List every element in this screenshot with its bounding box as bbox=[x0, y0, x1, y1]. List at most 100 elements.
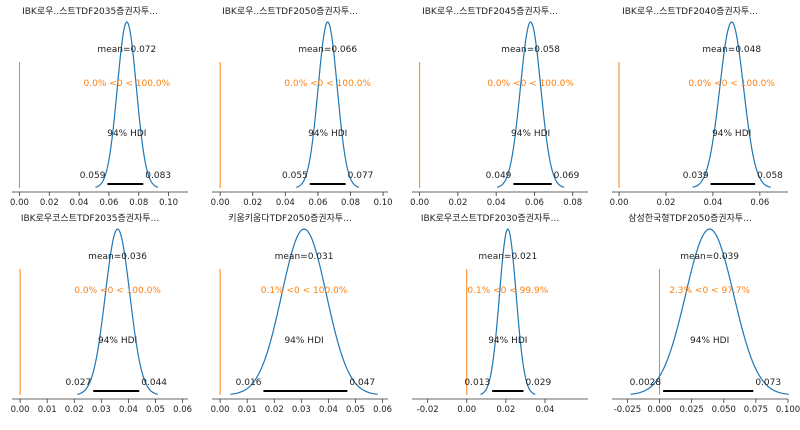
hdi-low-label: 0.055 bbox=[282, 171, 308, 181]
density-curve bbox=[95, 21, 159, 188]
panel-title: IBK로우..스트TDF2040증권자투... bbox=[622, 5, 758, 17]
posterior-panel: IBK로우..스트TDF2035증권자투... mean=0.072 0.0% <0… bbox=[10, 5, 188, 208]
x-tick-label: 0.05 bbox=[146, 405, 165, 415]
mean-label: mean=0.039 bbox=[680, 252, 739, 262]
mean-label: mean=0.031 bbox=[275, 252, 334, 262]
posterior-panel: IBK로우코스트TDF2030증권자투... mean=0.021 0.1% <0 … bbox=[412, 212, 588, 415]
x-tick-label: 0.04 bbox=[119, 405, 138, 415]
x-tick-label: 0.10 bbox=[159, 198, 178, 208]
hdi-low-label: 0.016 bbox=[236, 378, 262, 388]
reference-probability-label: 0.1% <0 < 99.9% bbox=[467, 286, 548, 296]
x-tick-label: 0.06 bbox=[750, 198, 769, 208]
hdi-label: 94% HDI bbox=[488, 336, 527, 346]
posterior-panel: IBK로우..스트TDF2040증권자투... mean=0.048 0.0% <0… bbox=[610, 5, 788, 208]
x-tick-label: 0.04 bbox=[536, 405, 555, 415]
x-tick-label: 0.06 bbox=[525, 198, 544, 208]
x-tick-label: 0.00 bbox=[211, 405, 230, 415]
x-tick-label: 0.02 bbox=[243, 198, 262, 208]
mean-label: mean=0.058 bbox=[501, 45, 560, 55]
reference-probability-label: 0.0% <0 < 100.0% bbox=[487, 79, 574, 89]
hdi-high-label: 0.029 bbox=[525, 378, 551, 388]
x-tick-label: 0.08 bbox=[341, 198, 360, 208]
x-tick-label: 0.06 bbox=[173, 405, 192, 415]
posterior-panel: IBK로우코스트TDF2035증권자투... mean=0.036 0.0% <0 … bbox=[11, 212, 192, 415]
hdi-label: 94% HDI bbox=[98, 336, 137, 346]
hdi-low-label: 0.049 bbox=[486, 171, 512, 181]
density-curve bbox=[77, 228, 159, 395]
density-curve bbox=[692, 21, 771, 188]
posterior-panel: IBK로우..스트TDF2045증권자투... mean=0.058 0.0% <0… bbox=[410, 5, 588, 208]
x-tick-label: 0.075 bbox=[744, 405, 768, 415]
mean-label: mean=0.036 bbox=[88, 252, 147, 262]
x-tick-label: 0.04 bbox=[487, 198, 506, 208]
hdi-high-label: 0.047 bbox=[349, 378, 375, 388]
x-tick-label: 0.02 bbox=[40, 198, 59, 208]
hdi-high-label: 0.044 bbox=[141, 378, 167, 388]
hdi-label: 94% HDI bbox=[712, 129, 751, 139]
panel-title: 키움키움다TDF2050증권자투... bbox=[228, 212, 352, 224]
hdi-label: 94% HDI bbox=[107, 129, 146, 139]
mean-label: mean=0.021 bbox=[478, 252, 537, 262]
hdi-high-label: 0.073 bbox=[755, 378, 781, 388]
x-tick-label: 0.00 bbox=[457, 405, 476, 415]
hdi-label: 94% HDI bbox=[284, 336, 323, 346]
hdi-high-label: 0.058 bbox=[757, 171, 783, 181]
posterior-panel: IBK로우..스트TDF2050증권자투... mean=0.066 0.0% <0… bbox=[211, 5, 393, 208]
hdi-low-label: 0.0028 bbox=[630, 378, 662, 388]
reference-probability-label: 2.3% <0 < 97.7% bbox=[669, 286, 750, 296]
x-tick-label: 0.050 bbox=[712, 405, 736, 415]
panel-title: IBK로우코스트TDF2035증권자투... bbox=[21, 212, 159, 224]
panel-title: IBK로우..스트TDF2045증권자투... bbox=[422, 5, 558, 17]
x-tick-label: 0.05 bbox=[346, 405, 365, 415]
density-curve bbox=[230, 228, 378, 395]
x-tick-label: 0.00 bbox=[10, 198, 29, 208]
density-curve bbox=[496, 21, 565, 188]
x-tick-label: -0.025 bbox=[614, 405, 641, 415]
hdi-high-label: 0.069 bbox=[554, 171, 580, 181]
x-tick-label: 0.10 bbox=[374, 198, 393, 208]
hdi-low-label: 0.059 bbox=[80, 171, 106, 181]
x-tick-label: 0.08 bbox=[563, 198, 582, 208]
x-tick-label: 0.00 bbox=[610, 198, 629, 208]
density-curve bbox=[296, 21, 360, 188]
density-curve bbox=[630, 228, 789, 395]
posterior-panel: 삼성한국형TDF2050증권자투... mean=0.039 2.3% <0 < 9… bbox=[612, 212, 800, 415]
hdi-high-label: 0.083 bbox=[145, 171, 171, 181]
reference-probability-label: 0.1% <0 < 100.0% bbox=[261, 286, 348, 296]
x-tick-label: 0.04 bbox=[319, 405, 338, 415]
reference-probability-label: 0.0% <0 < 100.0% bbox=[688, 79, 775, 89]
hdi-low-label: 0.027 bbox=[65, 378, 91, 388]
x-tick-label: 0.00 bbox=[11, 405, 30, 415]
posterior-panel: 키움키움다TDF2050증권자투... mean=0.031 0.1% <0 < 1… bbox=[211, 212, 392, 415]
x-tick-label: 0.02 bbox=[496, 405, 515, 415]
panel-title: IBK로우..스트TDF2050증권자투... bbox=[222, 5, 358, 17]
panel-title: IBK로우코스트TDF2030증권자투... bbox=[421, 212, 559, 224]
mean-label: mean=0.072 bbox=[97, 45, 156, 55]
x-tick-label: 0.06 bbox=[99, 198, 118, 208]
x-tick-label: -0.02 bbox=[417, 405, 439, 415]
x-tick-label: 0.000 bbox=[647, 405, 671, 415]
hdi-high-label: 0.077 bbox=[348, 171, 374, 181]
x-tick-label: 0.03 bbox=[92, 405, 111, 415]
x-tick-label: 0.100 bbox=[776, 405, 800, 415]
reference-probability-label: 0.0% <0 < 100.0% bbox=[284, 79, 371, 89]
x-tick-label: 0.01 bbox=[38, 405, 57, 415]
x-tick-label: 0.03 bbox=[292, 405, 311, 415]
reference-probability-label: 0.0% <0 < 100.0% bbox=[74, 286, 161, 296]
x-tick-label: 0.02 bbox=[657, 198, 676, 208]
x-tick-label: 0.08 bbox=[129, 198, 148, 208]
x-tick-label: 0.04 bbox=[70, 198, 89, 208]
hdi-low-label: 0.039 bbox=[683, 171, 709, 181]
hdi-label: 94% HDI bbox=[511, 129, 550, 139]
x-tick-label: 0.00 bbox=[410, 198, 429, 208]
mean-label: mean=0.066 bbox=[298, 45, 357, 55]
x-tick-label: 0.02 bbox=[265, 405, 284, 415]
x-tick-label: 0.02 bbox=[448, 198, 467, 208]
x-tick-label: 0.06 bbox=[308, 198, 327, 208]
hdi-low-label: 0.013 bbox=[464, 378, 490, 388]
x-tick-label: 0.00 bbox=[211, 198, 230, 208]
reference-probability-label: 0.0% <0 < 100.0% bbox=[84, 79, 171, 89]
x-tick-label: 0.02 bbox=[65, 405, 84, 415]
x-tick-label: 0.04 bbox=[276, 198, 295, 208]
